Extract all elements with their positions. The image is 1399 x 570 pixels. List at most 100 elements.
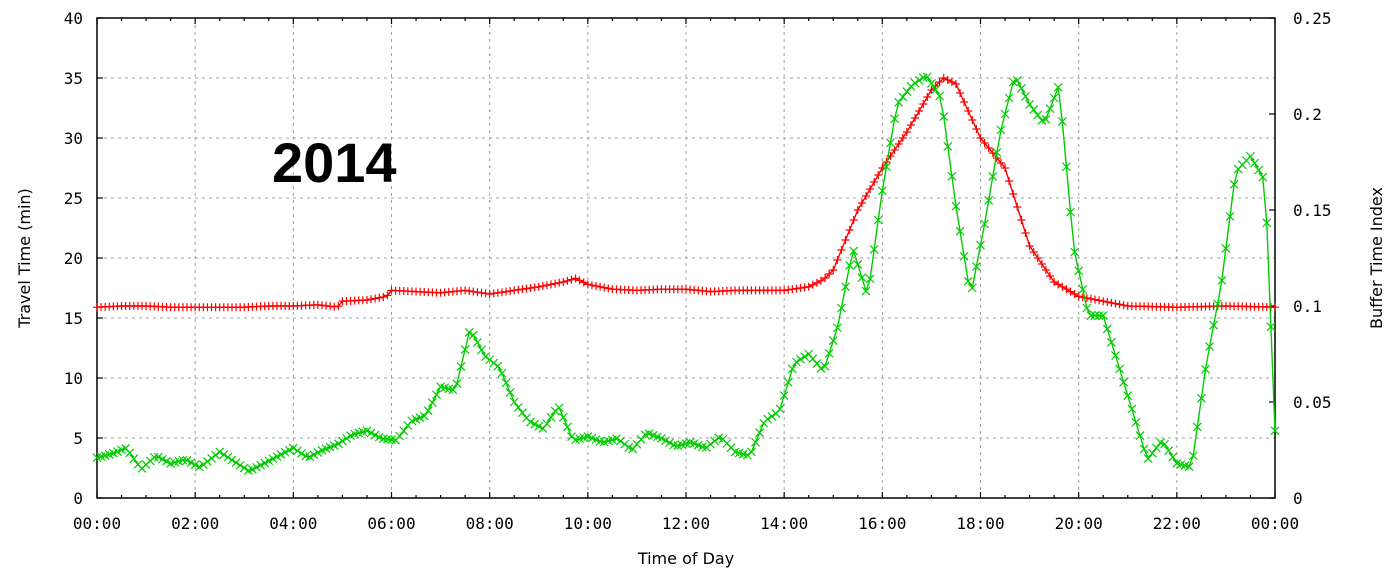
series-2-point	[841, 282, 850, 292]
series-1-point	[1074, 292, 1083, 301]
series-2-point	[1066, 207, 1075, 217]
series-2-point	[1033, 110, 1043, 120]
series-2-point	[1250, 158, 1259, 168]
series-2-point	[751, 437, 760, 447]
series-2-point	[1078, 285, 1088, 294]
series-2-point	[894, 97, 904, 107]
series-2-point	[873, 215, 883, 225]
series-2-point	[203, 457, 212, 466]
series-2-point	[1258, 172, 1268, 182]
series-2-point	[1131, 417, 1141, 427]
series-1-point	[563, 276, 572, 285]
series-1-point	[939, 74, 948, 82]
series-2-point	[869, 245, 879, 254]
series-1-point	[1009, 190, 1018, 198]
x-tick-label: 00:00	[1251, 514, 1299, 533]
x-tick-label: 18:00	[956, 514, 1004, 533]
series-1-point	[587, 281, 596, 290]
series-1-point	[1086, 294, 1095, 303]
series-2-point	[186, 458, 196, 468]
series-1-point	[604, 284, 613, 293]
series-1-point	[379, 293, 388, 301]
series-2-point	[493, 361, 503, 371]
y-tick-label: 5	[73, 429, 83, 448]
series-1-point	[911, 114, 920, 122]
series-2-point	[792, 357, 801, 367]
x-tick-label: 22:00	[1153, 514, 1201, 533]
series-1-point	[894, 140, 903, 148]
series-2-point	[215, 447, 225, 457]
series-2-point	[530, 419, 540, 429]
series-1-point	[1005, 177, 1014, 185]
y-tick-label: 25	[64, 189, 83, 208]
series-1-point	[600, 283, 609, 292]
series-1-point	[542, 281, 551, 290]
series-1-point	[1107, 298, 1116, 307]
series-1-point	[996, 159, 1005, 167]
y2-axis-title: Buffer Time Index	[1367, 187, 1386, 329]
series-2-point	[149, 452, 159, 462]
series-2-point	[1262, 218, 1272, 228]
series-2-point	[464, 328, 474, 337]
series-1-point	[1041, 266, 1050, 274]
series-2-point	[1082, 303, 1092, 313]
x-tick-label: 08:00	[466, 514, 514, 533]
series-2-point	[931, 85, 940, 95]
series-1-point	[960, 98, 969, 106]
series-2-point	[1098, 311, 1108, 321]
series-2-point	[1209, 320, 1219, 330]
year-annotation: 2014	[272, 131, 397, 194]
series-2-point	[877, 186, 887, 196]
series-2-point	[129, 454, 139, 464]
series-1-point	[559, 278, 568, 286]
y2-tick-label: 0.1	[1293, 297, 1322, 316]
series-1-point	[845, 226, 854, 234]
series-1-point	[947, 78, 956, 86]
series-2-point	[902, 87, 912, 97]
y2-tick-label: 0.15	[1293, 201, 1332, 220]
y-tick-label: 0	[73, 489, 83, 508]
series-2-point	[153, 452, 163, 462]
series-2-point	[742, 450, 752, 460]
series-2-point	[248, 464, 257, 474]
series-1-point	[943, 76, 952, 84]
series-2-point	[256, 460, 266, 470]
x-tick-label: 14:00	[760, 514, 808, 533]
series-2-point	[1229, 179, 1239, 189]
series-2-point	[1106, 337, 1116, 347]
series-2-point	[906, 81, 916, 91]
series-2-point	[955, 226, 965, 236]
series-2-point	[288, 443, 298, 453]
series-2-point	[787, 364, 797, 374]
series-2-point	[1021, 91, 1030, 101]
series-1-point	[812, 278, 821, 287]
series-2-point	[1094, 311, 1104, 321]
series-1-point	[592, 282, 601, 290]
series-2-point	[1086, 311, 1096, 321]
series-2-point	[272, 452, 282, 462]
series-2-point	[370, 430, 380, 440]
series-2-point	[849, 246, 859, 256]
series-2-point	[260, 458, 270, 468]
series-1-point	[804, 282, 813, 291]
series-2-point	[837, 303, 846, 313]
series-2-point	[1143, 454, 1153, 463]
series-1-point	[816, 276, 825, 285]
series-2-point	[992, 147, 1002, 157]
series-1-point	[861, 192, 870, 200]
tick-labels: 00:00 02:00 04:00 06:00 08:00 10:00 12:00 14:00…	[64, 9, 1332, 533]
series-2-point	[1057, 117, 1067, 126]
series-1-point	[833, 256, 842, 264]
series-1-point	[1033, 254, 1042, 262]
series-2-point	[460, 345, 470, 354]
series-2-point	[194, 462, 204, 472]
series-2-point	[1246, 151, 1255, 161]
series-2-point	[231, 458, 241, 468]
series-2-point	[419, 411, 429, 421]
y-axis-title: Travel Time (min)	[15, 188, 34, 329]
series-1-point	[935, 78, 944, 86]
x-tick-label: 12:00	[662, 514, 710, 533]
series-1-point	[1066, 287, 1075, 296]
series-1-point	[906, 121, 915, 129]
series-2-point	[943, 142, 953, 151]
